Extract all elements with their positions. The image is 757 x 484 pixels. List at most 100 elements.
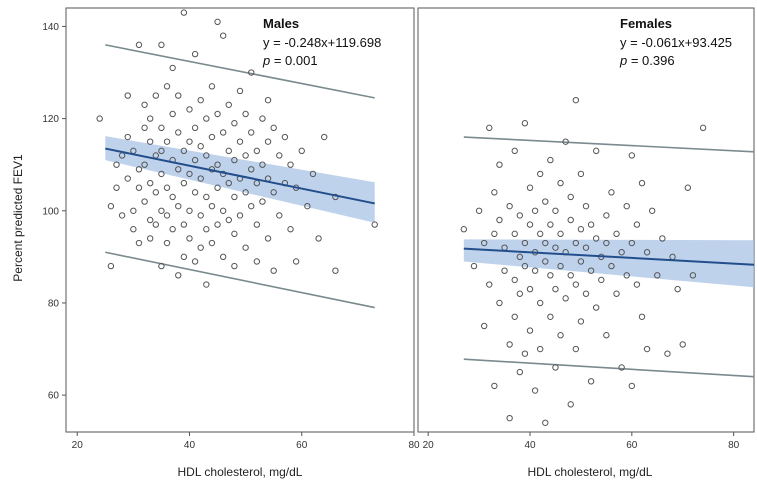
females-data-point bbox=[608, 262, 615, 270]
males-data-point bbox=[118, 212, 126, 219]
females-data-point bbox=[592, 147, 600, 155]
males-data-point bbox=[180, 253, 188, 261]
males-x-tick-label: 80 bbox=[408, 440, 420, 451]
males-data-point bbox=[287, 226, 294, 233]
females-confidence-band bbox=[463, 239, 754, 288]
females-data-point bbox=[475, 207, 483, 214]
males-data-point bbox=[231, 120, 238, 127]
females-data-point bbox=[526, 285, 534, 293]
males-data-point bbox=[236, 212, 244, 219]
females-data-point bbox=[542, 258, 549, 265]
females-data-point bbox=[531, 267, 539, 274]
females-data-point bbox=[536, 230, 544, 238]
males-data-point bbox=[124, 133, 131, 141]
males-data-point bbox=[146, 179, 154, 187]
males-data-point bbox=[191, 50, 199, 58]
males-data-point bbox=[214, 221, 221, 228]
males-data-point bbox=[242, 244, 249, 251]
females-data-point bbox=[623, 202, 630, 210]
males-data-point bbox=[197, 212, 204, 219]
males-data-point bbox=[175, 272, 182, 279]
females-data-point bbox=[613, 290, 620, 297]
males-y-tick-label: 80 bbox=[48, 298, 60, 309]
males-data-point bbox=[124, 92, 131, 99]
males-data-point bbox=[320, 133, 328, 141]
females-data-point bbox=[638, 179, 646, 187]
males-data-point bbox=[158, 41, 165, 49]
males-data-point bbox=[96, 115, 103, 122]
females-data-point bbox=[638, 313, 646, 320]
females-data-point bbox=[603, 212, 610, 219]
females-data-point bbox=[491, 382, 498, 390]
females-regression-line bbox=[463, 247, 755, 266]
males-data-point bbox=[242, 110, 249, 118]
females-data-point bbox=[577, 258, 585, 265]
males-data-point bbox=[146, 235, 154, 242]
females-x-tick-label: 20 bbox=[423, 440, 435, 451]
males-data-point bbox=[264, 235, 272, 242]
males-y-tick-label: 100 bbox=[42, 206, 59, 217]
females-data-point bbox=[623, 272, 630, 279]
females-data-point bbox=[547, 221, 554, 228]
males-data-point bbox=[107, 202, 115, 210]
females-data-point bbox=[628, 239, 636, 247]
females-data-point bbox=[521, 120, 529, 127]
females-data-point bbox=[577, 318, 585, 325]
males-annotation-equation: y = -0.248x+119.698 bbox=[263, 35, 381, 50]
males-data-point bbox=[124, 175, 131, 182]
females-x-tick-label: 40 bbox=[524, 440, 536, 451]
females-data-point bbox=[496, 161, 503, 168]
males-data-point bbox=[135, 41, 143, 49]
males-data-point bbox=[107, 262, 115, 270]
females-data-point bbox=[511, 313, 518, 320]
males-data-point bbox=[191, 258, 199, 265]
males-data-point bbox=[219, 207, 227, 214]
males-data-point bbox=[253, 221, 261, 228]
females-data-point bbox=[491, 230, 498, 238]
females-data-point bbox=[567, 193, 574, 201]
females-data-point bbox=[506, 202, 513, 210]
males-data-point bbox=[219, 253, 227, 261]
males-data-point bbox=[253, 147, 261, 155]
females-data-point bbox=[567, 401, 574, 408]
males-data-point bbox=[163, 239, 171, 247]
females-data-point bbox=[470, 262, 478, 270]
males-y-tick-label: 60 bbox=[48, 391, 60, 402]
males-data-point bbox=[304, 202, 311, 210]
males-data-point bbox=[219, 32, 227, 39]
females-data-point bbox=[542, 419, 549, 426]
females-data-point bbox=[531, 207, 539, 214]
males-data-point bbox=[180, 221, 188, 228]
males-y-tick-label: 140 bbox=[42, 22, 59, 33]
males-data-point bbox=[186, 235, 193, 242]
females-data-point bbox=[654, 272, 661, 279]
females-data-point bbox=[628, 152, 636, 159]
males-data-point bbox=[281, 133, 289, 141]
females-data-point bbox=[536, 345, 544, 353]
females-data-point bbox=[648, 207, 656, 214]
males-data-point bbox=[236, 87, 244, 95]
males-data-point bbox=[186, 207, 193, 214]
males-confidence-band bbox=[105, 136, 375, 223]
males-data-point bbox=[253, 258, 261, 265]
females-data-point bbox=[547, 313, 554, 320]
males-prediction-upper-line bbox=[105, 44, 375, 99]
females-data-point bbox=[547, 272, 554, 279]
females-data-point bbox=[542, 239, 549, 247]
males-data-point bbox=[214, 161, 221, 168]
females-data-point bbox=[486, 281, 493, 288]
males-data-point bbox=[225, 179, 232, 187]
females-data-point bbox=[633, 221, 641, 228]
males-data-point bbox=[186, 170, 193, 178]
males-data-point bbox=[130, 226, 137, 233]
females-x-axis-title: HDL cholesterol, mg/dL bbox=[528, 465, 653, 479]
males-data-point bbox=[270, 267, 277, 274]
females-data-point bbox=[603, 239, 610, 247]
males-data-point bbox=[270, 124, 277, 132]
females-data-point bbox=[536, 299, 544, 307]
females-data-point bbox=[506, 414, 513, 422]
females-data-point bbox=[511, 147, 518, 155]
males-data-point bbox=[158, 262, 165, 270]
females-data-point bbox=[557, 179, 564, 187]
